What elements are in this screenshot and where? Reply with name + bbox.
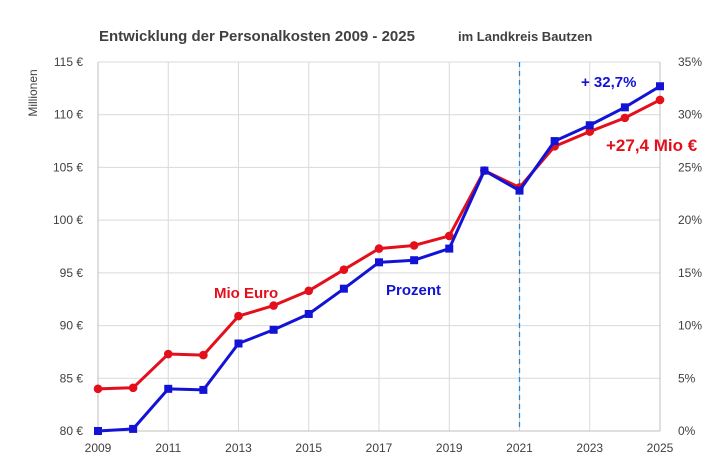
mio-euro-point bbox=[269, 301, 278, 310]
x-tick-label: 2017 bbox=[366, 441, 393, 455]
prozent-point bbox=[515, 186, 524, 195]
annotation-euro-change: +27,4 Mio € bbox=[606, 136, 698, 155]
y-left-tick-label: 100 € bbox=[53, 213, 83, 227]
y-left-tick-label: 80 € bbox=[60, 424, 84, 438]
mio-euro-point bbox=[234, 311, 243, 321]
y-right-tick-label: 35% bbox=[678, 55, 702, 69]
y-right-tick-label: 10% bbox=[678, 319, 702, 333]
prozent-point bbox=[656, 82, 664, 91]
prozent-point bbox=[410, 256, 419, 265]
prozent-point bbox=[269, 325, 278, 334]
chart-subtitle: im Landkreis Bautzen bbox=[458, 29, 592, 44]
mio-euro-point bbox=[199, 350, 208, 360]
y-left-tick-label: 115 € bbox=[54, 55, 83, 69]
y-left-tick-label: 95 € bbox=[60, 266, 84, 280]
x-tick-label: 2009 bbox=[85, 441, 112, 455]
chart-title: Entwicklung der Personalkosten 2009 - 20… bbox=[99, 28, 415, 45]
x-tick-label: 2011 bbox=[155, 441, 181, 455]
x-tick-label: 2019 bbox=[436, 441, 463, 455]
prozent-point bbox=[480, 166, 489, 175]
x-tick-label: 2025 bbox=[647, 441, 674, 455]
mio-euro-point bbox=[339, 265, 349, 274]
mio-euro-point bbox=[163, 349, 173, 359]
y-right-tick-label: 0% bbox=[678, 424, 696, 438]
mio-euro-point bbox=[620, 113, 630, 123]
x-tick-label: 2023 bbox=[576, 441, 603, 455]
tick-labels: 80 € 0% 85 € 5% 90 € 10% 95 € 15% 100 € 20% 105 € 2… bbox=[53, 55, 702, 455]
y-right-tick-label: 15% bbox=[678, 266, 702, 280]
prozent-point bbox=[585, 121, 594, 130]
y-right-tick-label: 25% bbox=[678, 160, 702, 174]
x-tick-label: 2013 bbox=[225, 441, 252, 455]
axes bbox=[97, 62, 661, 432]
series-group bbox=[93, 82, 665, 435]
mio-euro-point bbox=[585, 127, 595, 136]
annotations: + 32,7% +27,4 Mio € bbox=[581, 74, 698, 155]
y-right-tick-label: 5% bbox=[678, 371, 696, 385]
prozent-point bbox=[129, 424, 138, 433]
y-left-tick-label: 110 € bbox=[54, 108, 83, 122]
y-right-tick-label: 30% bbox=[678, 108, 702, 122]
mio-euro-point bbox=[374, 244, 384, 253]
x-tick-label: 2015 bbox=[295, 441, 322, 455]
y-left-tick-label: 85 € bbox=[60, 371, 84, 385]
prozent-point bbox=[304, 309, 313, 318]
series-label-prozent: Prozent bbox=[386, 282, 441, 299]
mio-euro-point bbox=[444, 231, 454, 241]
prozent-point bbox=[164, 384, 173, 393]
prozent-point bbox=[94, 427, 102, 435]
x-tick-label: 2021 bbox=[506, 441, 533, 455]
mio-euro-point bbox=[304, 286, 314, 296]
y-left-tick-label: 90 € bbox=[60, 319, 84, 333]
series-labels: Mio Euro Prozent bbox=[214, 282, 441, 302]
series-label-mio-euro: Mio Euro bbox=[214, 285, 278, 302]
y-right-tick-label: 20% bbox=[678, 213, 702, 227]
mio-euro-point bbox=[655, 95, 665, 105]
mio-euro-point bbox=[93, 384, 103, 394]
prozent-point bbox=[234, 339, 243, 348]
annotation-percent-change: + 32,7% bbox=[581, 74, 636, 91]
mio-euro-point bbox=[128, 383, 138, 393]
y-left-tick-label: 105 € bbox=[53, 160, 83, 174]
prozent-point bbox=[375, 258, 383, 267]
prozent-point bbox=[199, 385, 208, 394]
prozent-point bbox=[620, 103, 629, 112]
prozent-point bbox=[445, 244, 454, 253]
prozent-point bbox=[339, 284, 348, 293]
y-axis-label: Millionen bbox=[26, 69, 40, 116]
mio-euro-point bbox=[409, 241, 419, 250]
prozent-point bbox=[550, 137, 559, 146]
